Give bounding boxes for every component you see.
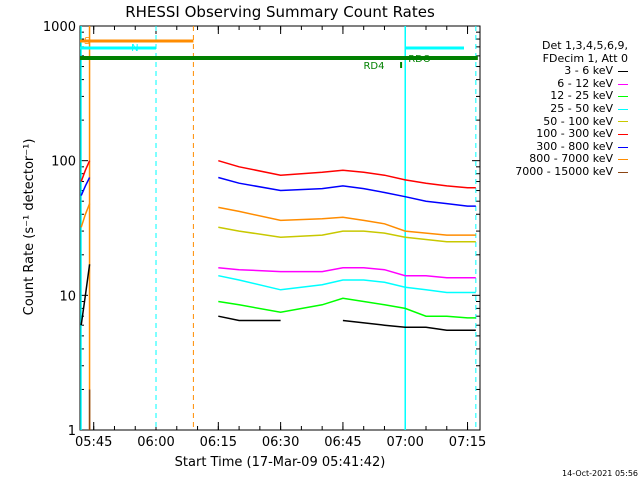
legend-entry: 300 - 800 keV	[488, 139, 628, 154]
series-line-3	[218, 274, 476, 294]
generation-timestamp: 14-Oct-2021 05:56	[562, 469, 638, 478]
chart-title: RHESSI Observing Summary Count Rates	[125, 3, 435, 21]
series-line-6	[218, 176, 476, 207]
legend-entry: 7000 - 15000 keV	[488, 164, 628, 179]
legend-swatch	[618, 171, 628, 173]
x-tick-label: 06:00	[137, 435, 174, 450]
legend-entry: 25 - 50 keV	[488, 101, 628, 116]
legend-swatch	[618, 108, 628, 110]
annotation-label: S	[84, 36, 90, 47]
x-tick-label: 07:00	[386, 435, 423, 450]
x-tick-label: 06:45	[324, 435, 361, 450]
series-line-0	[80, 264, 91, 326]
series-line-7	[80, 203, 91, 228]
series-line-1	[218, 267, 476, 279]
legend-entry-label: 800 - 7000 keV	[529, 152, 613, 166]
legend-swatch	[618, 70, 628, 72]
legend-swatch	[618, 121, 628, 123]
legend-swatch	[618, 146, 628, 148]
legend-entry-label: 25 - 50 keV	[550, 101, 613, 115]
legend-entry-label: 50 - 100 keV	[543, 114, 613, 128]
series-line-4	[218, 226, 476, 243]
legend-entry-label: 7000 - 15000 keV	[515, 164, 613, 178]
x-tick-label: 05:45	[75, 435, 112, 450]
y-tick-label: 10	[59, 289, 76, 304]
x-tick-label: 06:30	[262, 435, 299, 450]
legend-entry: 6 - 12 keV	[488, 76, 628, 91]
plot-frame	[79, 25, 481, 431]
y-axis-label: Count Rate (s⁻¹ detector⁻¹)	[22, 139, 37, 316]
legend-header-line-2: FDecim 1, Att 0	[542, 51, 628, 65]
legend-entry-label: 3 - 6 keV	[564, 64, 613, 78]
x-axis-label: Start Time (17-Mar-09 05:41:42)	[175, 455, 386, 470]
legend-entry-label: 300 - 800 keV	[536, 139, 613, 153]
legend-swatch	[618, 83, 628, 85]
y-tick-label: 100	[51, 155, 76, 170]
y-tick-label: 1000	[43, 20, 76, 35]
legend-swatch	[618, 96, 628, 98]
legend-entry-label: 6 - 12 keV	[557, 76, 613, 90]
legend-entry-label: 100 - 300 keV	[536, 127, 613, 141]
legend-entry-label: 12 - 25 keV	[550, 89, 613, 103]
series-line-7	[218, 206, 476, 236]
legend-entry: 50 - 100 keV	[488, 114, 628, 129]
legend-header-line-1: Det 1,3,4,5,6,9,	[541, 39, 628, 52]
series-line-5	[80, 160, 91, 182]
legend-swatch	[618, 159, 628, 161]
series-line-0	[218, 315, 281, 322]
series-line-0	[342, 319, 476, 332]
legend-entry: 12 - 25 keV	[488, 90, 628, 103]
y-tick-label: 1	[68, 424, 76, 439]
series-line-5	[218, 159, 476, 189]
legend-entry: 800 - 7000 keV	[488, 153, 628, 166]
series-line-2	[218, 297, 476, 319]
legend-swatch	[618, 133, 628, 135]
x-tick-label: 06:15	[200, 435, 237, 450]
annotation-label: RDO	[408, 54, 431, 65]
annotation-label: RD4	[363, 61, 384, 72]
annotation-label: N	[131, 43, 138, 54]
legend-entry: 3 - 6 keV	[488, 65, 628, 78]
series-line-6	[80, 177, 91, 196]
legend-entry: 100 - 300 keV	[488, 128, 628, 141]
legend: Det 1,3,4,5,6,9, FDecim 1, Att 0 3 - 6 k…	[488, 39, 628, 179]
x-tick-label: 07:15	[449, 435, 486, 450]
